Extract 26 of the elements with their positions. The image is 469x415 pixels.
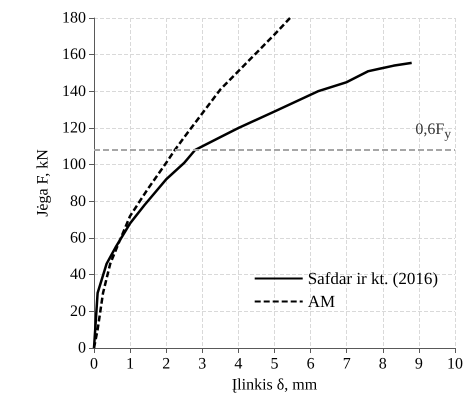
y-tick-label: 80 <box>70 192 86 210</box>
y-tick-label: 40 <box>70 266 86 284</box>
x-tick-label: 10 <box>447 356 463 372</box>
ref-line-label: 0,6F$_{y}$ <box>415 121 451 142</box>
y-tick-label: 20 <box>70 302 86 320</box>
y-tick-label: 100 <box>62 156 86 174</box>
y-axis-title: Jėga F, kN <box>34 148 52 217</box>
x-axis-title: Įlinkis δ, mm <box>232 376 318 394</box>
y-tick-label: 140 <box>62 82 86 100</box>
y-tick-label: 120 <box>62 120 86 136</box>
x-tick-label: 5 <box>270 356 278 372</box>
x-tick-label: 2 <box>162 356 170 372</box>
x-tick-label: 8 <box>378 356 387 372</box>
legend-label: AM <box>308 292 336 311</box>
y-tick-label: 180 <box>62 10 86 26</box>
y-tick-label: 160 <box>62 46 86 64</box>
y-tick-label: 60 <box>70 230 86 246</box>
x-tick-label: 3 <box>198 356 206 372</box>
x-tick-label: 0 <box>90 356 98 372</box>
x-tick-label: 6 <box>306 356 315 372</box>
y-tick-label: 0 <box>78 340 86 356</box>
x-tick-label: 1 <box>126 356 134 372</box>
legend-label: Safdar ir kt. (2016) <box>308 269 438 288</box>
x-tick-label: 9 <box>414 356 423 372</box>
x-tick-label: 4 <box>234 356 242 372</box>
x-tick-label: 7 <box>342 356 351 372</box>
